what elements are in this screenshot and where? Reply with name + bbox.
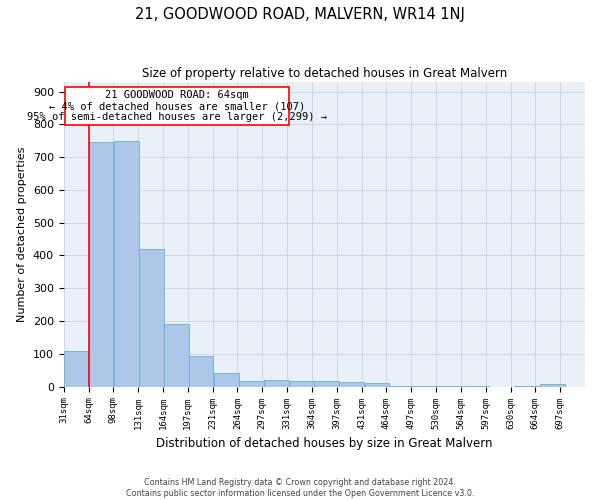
- FancyBboxPatch shape: [65, 86, 289, 126]
- Text: Contains HM Land Registry data © Crown copyright and database right 2024.
Contai: Contains HM Land Registry data © Crown c…: [126, 478, 474, 498]
- Title: Size of property relative to detached houses in Great Malvern: Size of property relative to detached ho…: [142, 68, 507, 80]
- Bar: [214, 373, 239, 386]
- Text: 21, GOODWOOD ROAD, MALVERN, WR14 1NJ: 21, GOODWOOD ROAD, MALVERN, WR14 1NJ: [135, 8, 465, 22]
- Bar: [264, 380, 289, 386]
- X-axis label: Distribution of detached houses by size in Great Malvern: Distribution of detached houses by size …: [156, 437, 493, 450]
- Bar: [365, 384, 389, 386]
- Bar: [540, 384, 565, 386]
- Bar: [314, 381, 339, 386]
- Bar: [239, 381, 264, 386]
- Text: ← 4% of detached houses are smaller (107): ← 4% of detached houses are smaller (107…: [49, 101, 305, 111]
- Bar: [114, 140, 139, 386]
- Bar: [188, 356, 214, 386]
- Text: 95% of semi-detached houses are larger (2,299) →: 95% of semi-detached houses are larger (…: [27, 112, 327, 122]
- Bar: [89, 142, 113, 386]
- Bar: [164, 324, 188, 386]
- Bar: [64, 350, 89, 386]
- Y-axis label: Number of detached properties: Number of detached properties: [17, 146, 27, 322]
- Bar: [339, 382, 364, 386]
- Bar: [139, 249, 164, 386]
- Text: 21 GOODWOOD ROAD: 64sqm: 21 GOODWOOD ROAD: 64sqm: [106, 90, 249, 100]
- Bar: [289, 381, 314, 386]
